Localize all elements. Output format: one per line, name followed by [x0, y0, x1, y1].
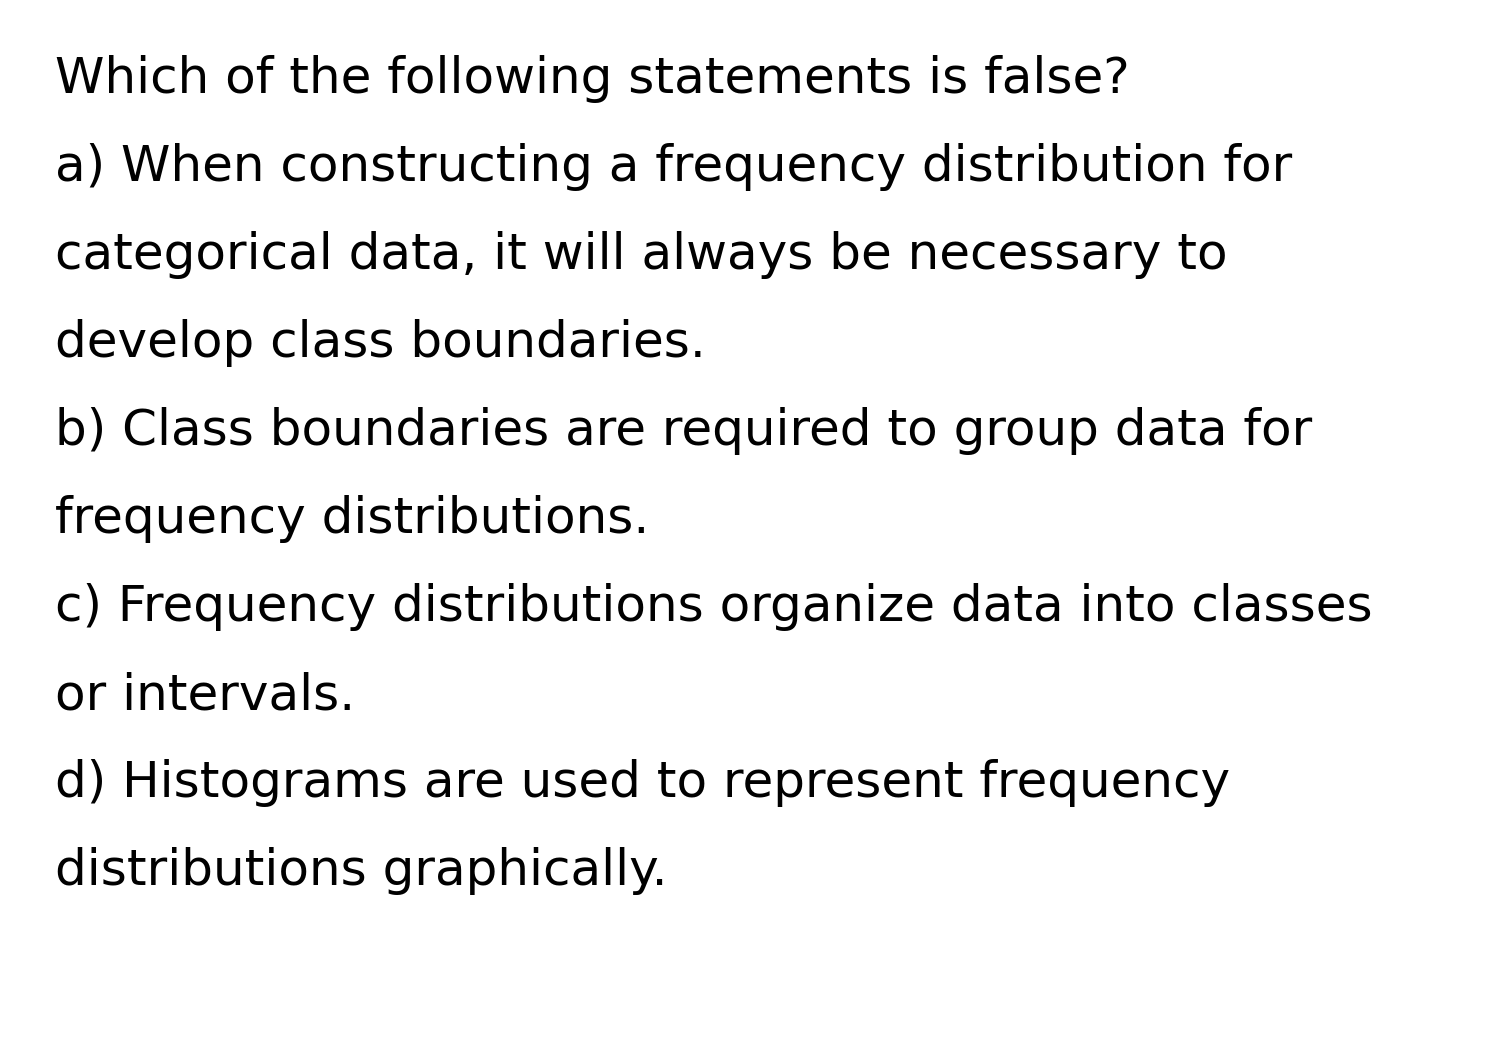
Text: a) When constructing a frequency distribution for: a) When constructing a frequency distrib…	[56, 142, 1292, 191]
Text: frequency distributions.: frequency distributions.	[56, 495, 650, 543]
Text: b) Class boundaries are required to group data for: b) Class boundaries are required to grou…	[56, 407, 1312, 456]
Text: develop class boundaries.: develop class boundaries.	[56, 319, 705, 367]
Text: categorical data, it will always be necessary to: categorical data, it will always be nece…	[56, 231, 1227, 279]
Text: distributions graphically.: distributions graphically.	[56, 847, 668, 895]
Text: Which of the following statements is false?: Which of the following statements is fal…	[56, 55, 1130, 103]
Text: d) Histograms are used to represent frequency: d) Histograms are used to represent freq…	[56, 759, 1230, 807]
Text: c) Frequency distributions organize data into classes: c) Frequency distributions organize data…	[56, 583, 1372, 631]
Text: or intervals.: or intervals.	[56, 671, 356, 719]
